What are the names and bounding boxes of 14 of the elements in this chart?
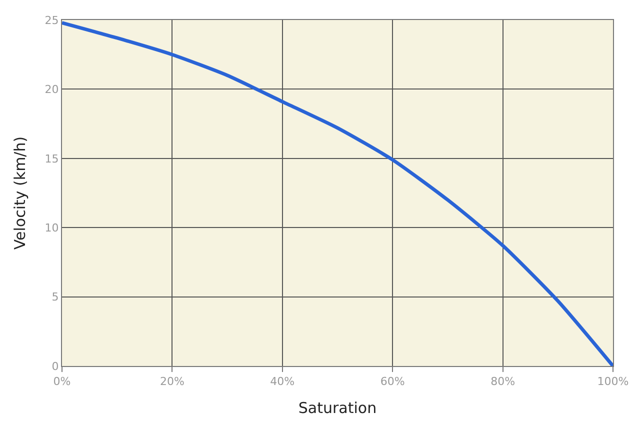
x-axis-title: Saturation [298,399,377,418]
x-tick-label: 80% [490,375,516,388]
x-tick-label: 60% [380,375,405,388]
y-tick-label: 15 [44,152,59,166]
y-tick-label: 0 [52,360,59,373]
x-tick-label: 40% [270,375,295,388]
y-tick-label: 20 [44,83,59,96]
x-tick-label: 100% [597,375,629,388]
y-axis-title: Velocity (km/h) [11,136,30,250]
y-tick-label: 25 [44,14,59,27]
y-tick-label: 10 [44,221,59,234]
x-tick-label: 0% [53,375,71,388]
y-tick-label: 5 [52,290,59,304]
x-tick-label: 20% [160,375,184,388]
